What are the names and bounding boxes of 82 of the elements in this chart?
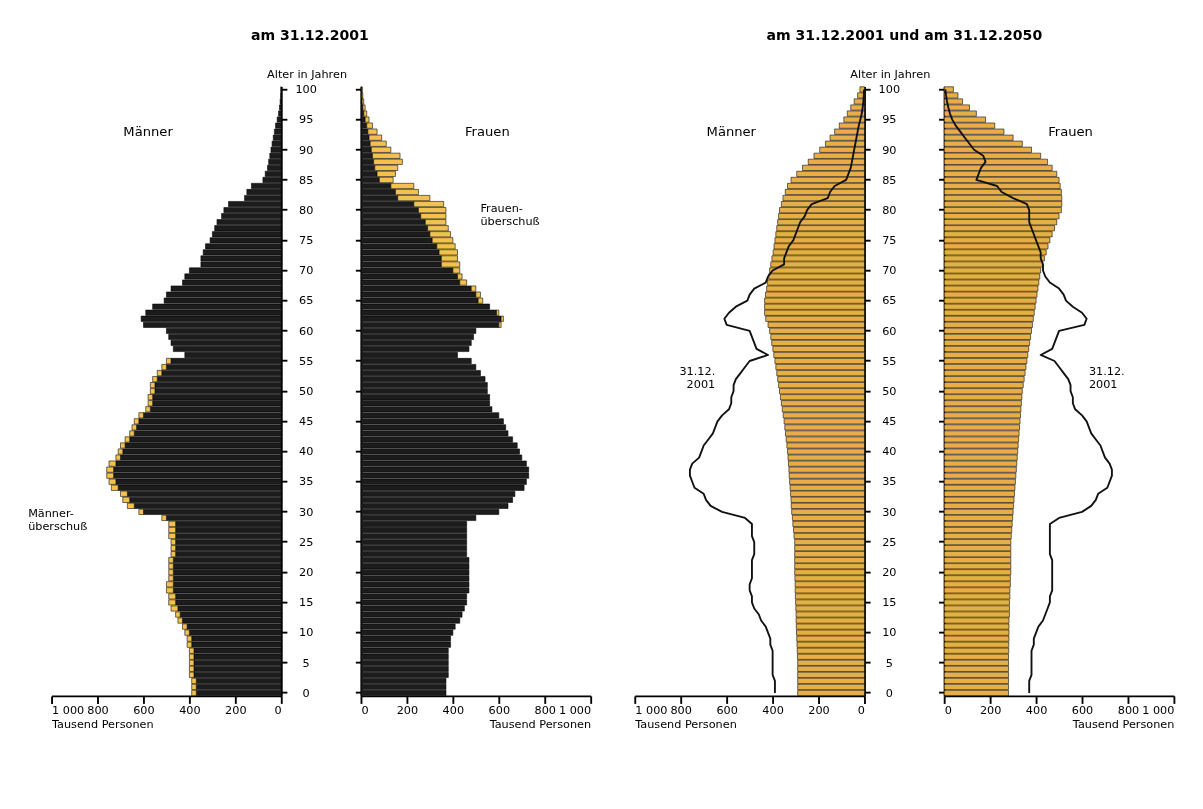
x-tick-label: 0 xyxy=(361,704,369,718)
x-tick-label: 600 xyxy=(488,704,511,718)
y-tick-label: 75 xyxy=(298,234,314,248)
y-tick-label: 10 xyxy=(882,626,897,640)
y-tick-label: 90 xyxy=(298,143,314,157)
y-axis-title: Alter in Jahren xyxy=(267,68,348,82)
y-tick-label: 10 xyxy=(298,626,314,640)
y-tick-label: 80 xyxy=(298,203,314,217)
x-tick-label: 1 000 xyxy=(1142,704,1175,718)
y-tick-label: 100 xyxy=(295,83,317,97)
y-tick-label: 5 xyxy=(885,656,893,670)
annotation: Männer xyxy=(123,123,174,139)
series-label: 31.12. 2001 xyxy=(679,365,716,392)
x-tick-label: 400 xyxy=(179,704,201,718)
x-axis-title: Tausend Personen xyxy=(1071,718,1175,732)
x-tick-label: 800 xyxy=(534,704,556,718)
x-tick-label: 600 xyxy=(716,704,738,718)
x-axis-title: Tausend Personen xyxy=(488,718,592,732)
y-tick-label: 55 xyxy=(882,354,897,368)
x-axis-title: Tausend Personen xyxy=(634,718,737,732)
y-tick-label: 80 xyxy=(882,203,897,217)
y-tick-label: 45 xyxy=(882,415,897,429)
annotation: Männer xyxy=(706,123,757,139)
y-tick-label: 85 xyxy=(298,173,314,187)
annotation: Männer- überschuß xyxy=(28,506,88,533)
y-tick-label: 50 xyxy=(298,384,314,398)
x-tick-label: 200 xyxy=(225,704,247,718)
y-tick-label: 100 xyxy=(878,83,901,97)
y-tick-label: 20 xyxy=(298,566,314,580)
y-tick-label: 5 xyxy=(302,656,310,670)
y-tick-label: 60 xyxy=(882,324,897,338)
y-tick-label: 65 xyxy=(882,294,897,308)
x-tick-label: 1 000 xyxy=(52,704,85,718)
y-tick-label: 60 xyxy=(298,324,314,338)
y-tick-label: 0 xyxy=(302,686,310,700)
y-tick-label: 85 xyxy=(882,173,897,187)
y-tick-label: 25 xyxy=(882,535,897,549)
y-tick-label: 25 xyxy=(298,535,314,549)
y-tick-label: 90 xyxy=(882,143,897,157)
x-tick-label: 0 xyxy=(944,704,952,718)
y-tick-label: 55 xyxy=(298,354,314,368)
y-tick-label: 70 xyxy=(298,264,314,278)
y-tick-label: 35 xyxy=(882,475,897,489)
x-tick-label: 0 xyxy=(274,704,282,718)
x-tick-label: 1 000 xyxy=(558,704,592,718)
x-tick-label: 200 xyxy=(396,704,419,718)
y-tick-label: 75 xyxy=(882,234,897,248)
x-tick-label: 0 xyxy=(857,704,865,718)
series-label: 31.12. 2001 xyxy=(1088,365,1125,392)
x-tick-label: 800 xyxy=(1117,704,1140,718)
x-tick-label: 400 xyxy=(1025,704,1048,718)
y-tick-label: 15 xyxy=(298,596,314,610)
x-tick-label: 200 xyxy=(979,704,1002,718)
y-tick-label: 45 xyxy=(298,415,314,429)
y-tick-label: 95 xyxy=(298,113,314,127)
text: am 31.12.2001 und am 31.12.2050 xyxy=(766,26,1043,43)
y-tick-label: 20 xyxy=(882,566,897,580)
y-tick-label: 70 xyxy=(882,264,897,278)
annotation: Frauen xyxy=(464,123,510,139)
y-tick-label: 40 xyxy=(298,445,314,459)
y-tick-label: 35 xyxy=(298,475,314,489)
x-tick-label: 800 xyxy=(670,704,692,718)
annotation: Frauen- überschuß xyxy=(480,202,540,229)
y-tick-label: 40 xyxy=(882,445,897,459)
y-tick-label: 15 xyxy=(882,596,897,610)
y-tick-label: 30 xyxy=(298,505,314,519)
y-tick-label: 30 xyxy=(882,505,897,519)
x-tick-label: 400 xyxy=(442,704,465,718)
y-tick-label: 95 xyxy=(882,113,897,127)
x-tick-label: 200 xyxy=(808,704,830,718)
text: am 31.12.2001 xyxy=(250,26,369,43)
x-tick-label: 600 xyxy=(133,704,155,718)
annotation: Frauen xyxy=(1048,123,1093,139)
y-tick-label: 0 xyxy=(885,686,893,700)
x-axis-title: Tausend Personen xyxy=(51,718,154,732)
x-tick-label: 400 xyxy=(762,704,784,718)
x-tick-label: 600 xyxy=(1071,704,1094,718)
x-tick-label: 800 xyxy=(87,704,109,718)
y-tick-label: 65 xyxy=(298,294,314,308)
y-axis-title: Alter in Jahren xyxy=(850,68,931,82)
y-tick-label: 50 xyxy=(882,384,897,398)
x-tick-label: 1 000 xyxy=(635,704,668,718)
